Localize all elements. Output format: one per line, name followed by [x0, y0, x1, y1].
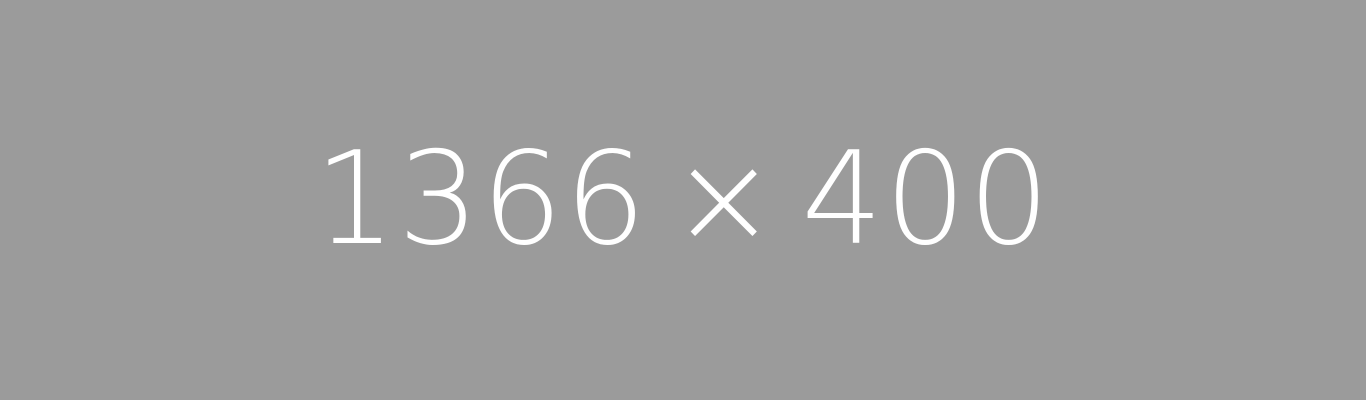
height-value: 400 [801, 125, 1052, 274]
dimensions-label: 1366 × 400 [314, 136, 1051, 264]
width-value: 1366 [314, 125, 649, 274]
times-separator: × [670, 125, 780, 274]
